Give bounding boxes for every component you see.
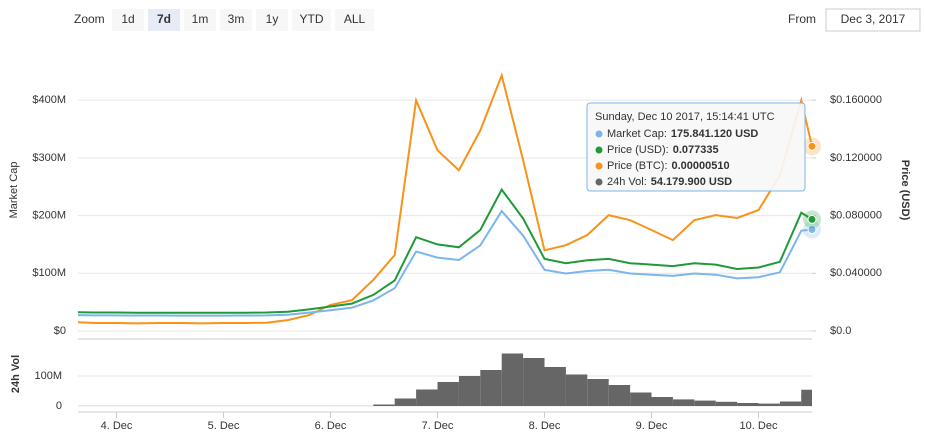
- vol-tick-label: 100M: [34, 370, 62, 382]
- y2-tick-label: $0.120000: [830, 152, 882, 164]
- tooltip-bullet: [595, 146, 603, 154]
- y2-tick-label: $0.040000: [830, 267, 882, 279]
- zoom-button-label[interactable]: 3m: [228, 12, 245, 26]
- y-tick-label: $300M: [32, 152, 66, 164]
- volume-bar: [672, 399, 695, 406]
- volume-bar: [608, 385, 631, 406]
- volume-bar: [715, 401, 738, 406]
- zoom-button[interactable]: [148, 9, 180, 31]
- zoom-button-label[interactable]: ALL: [344, 12, 366, 26]
- volume-bar: [694, 400, 716, 406]
- series-line: [77, 72, 813, 325]
- date-input[interactable]: [825, 8, 921, 32]
- tooltip-bullet: [595, 130, 603, 138]
- x-tick-label: 4. Dec: [101, 420, 133, 432]
- y2-axis-title: Price (USD): [899, 160, 911, 221]
- y2-tick-label: $0.080000: [830, 209, 882, 221]
- zoom-button[interactable]: [112, 9, 144, 31]
- tooltip-label: Price (BTC):: [607, 160, 668, 172]
- volume-bar: [565, 374, 588, 406]
- y-tick-label: $100M: [32, 267, 66, 279]
- volume-bar: [779, 401, 802, 406]
- tooltip-value: 54.179.900 USD: [651, 176, 732, 188]
- zoom-button[interactable]: [292, 9, 331, 31]
- zoom-button-label[interactable]: 1y: [266, 12, 279, 26]
- tooltip-label: Market Cap:: [607, 128, 667, 140]
- zoom-button-label[interactable]: 7d: [157, 12, 171, 26]
- tooltip-bullet: [595, 178, 603, 186]
- x-tick-label: 8. Dec: [529, 420, 561, 432]
- zoom-button[interactable]: [256, 9, 288, 31]
- volume-bar: [587, 379, 609, 406]
- vol-axis-title: 24h Vol: [10, 355, 22, 393]
- x-tick-label: 5. Dec: [208, 420, 240, 432]
- tooltip-date: Sunday, Dec 10 2017, 15:14:41 UTC: [595, 111, 775, 123]
- series-line: [77, 209, 813, 317]
- tooltip-label: Price (USD):: [607, 144, 669, 156]
- volume-bar: [737, 403, 759, 406]
- volume-bar: [373, 404, 395, 406]
- volume-bar: [437, 382, 459, 406]
- volume-bar: [458, 376, 481, 406]
- series-line: [77, 187, 813, 314]
- tooltip-value: 175.841.120 USD: [671, 128, 759, 140]
- y2-tick-label: $0.160000: [830, 94, 882, 106]
- y2-tick-label: $0.0: [830, 325, 851, 337]
- volume-bar: [544, 367, 566, 406]
- zoom-button[interactable]: [335, 9, 374, 31]
- hover-marker: [807, 141, 817, 151]
- volume-bar: [501, 353, 524, 406]
- volume-bar: [394, 398, 417, 406]
- tooltip-bullet: [595, 162, 603, 170]
- y-tick-label: $200M: [32, 209, 66, 221]
- x-tick-label: 7. Dec: [422, 420, 454, 432]
- hover-marker: [807, 214, 817, 224]
- x-tick-label: 10. Dec: [740, 420, 778, 432]
- tooltip-label: 24h Vol:: [607, 176, 647, 188]
- y-tick-label: $0: [54, 325, 66, 337]
- zoom-button-label[interactable]: 1m: [192, 12, 209, 26]
- tooltip-value: 0.00000510: [672, 160, 730, 172]
- tooltip-row: Market Cap: 175.841.120 USD: [607, 128, 758, 140]
- zoom-button[interactable]: [220, 9, 252, 31]
- volume-bar: [523, 358, 545, 406]
- volume-bar: [480, 370, 502, 406]
- zoom-button-label[interactable]: YTD: [300, 12, 324, 26]
- tooltip: [586, 102, 806, 192]
- date-input-text[interactable]: Dec 3, 2017: [841, 12, 906, 26]
- tooltip-value: 0.077335: [673, 144, 719, 156]
- volume-bar: [651, 397, 673, 406]
- x-tick-label: 6. Dec: [315, 420, 347, 432]
- volume-bar: [416, 389, 438, 406]
- from-label: From: [788, 12, 816, 26]
- y-tick-label: $400M: [32, 94, 66, 106]
- tooltip-row: 24h Vol: 54.179.900 USD: [607, 176, 732, 188]
- tooltip-row: Price (USD): 0.077335: [607, 144, 719, 156]
- zoom-button[interactable]: [184, 9, 216, 31]
- tooltip-row: Price (BTC): 0.00000510: [607, 160, 730, 172]
- x-tick-label: 9. Dec: [636, 420, 668, 432]
- volume-bar: [801, 389, 812, 406]
- volume-bar: [630, 392, 652, 406]
- zoom-label: Zoom: [74, 12, 105, 26]
- vol-tick-label: 0: [56, 400, 62, 412]
- volume-bar: [758, 403, 780, 406]
- y-axis-title: Market Cap: [8, 162, 20, 219]
- zoom-button-label[interactable]: 1d: [121, 12, 134, 26]
- hover-marker: [807, 225, 817, 235]
